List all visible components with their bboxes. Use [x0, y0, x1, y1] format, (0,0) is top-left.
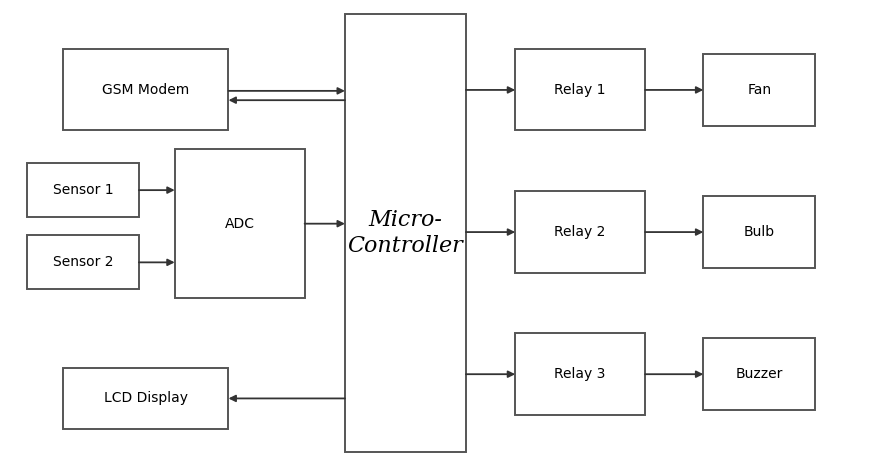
- Text: Fan: Fan: [747, 82, 771, 97]
- Text: Micro-
Controller: Micro- Controller: [348, 209, 463, 257]
- FancyBboxPatch shape: [345, 14, 466, 452]
- FancyBboxPatch shape: [515, 49, 645, 130]
- Text: Bulb: Bulb: [744, 225, 775, 239]
- Text: LCD Display: LCD Display: [104, 391, 187, 405]
- FancyBboxPatch shape: [703, 54, 815, 126]
- Text: Sensor 1: Sensor 1: [53, 183, 113, 197]
- Text: Relay 1: Relay 1: [555, 82, 606, 97]
- Text: Buzzer: Buzzer: [736, 367, 783, 381]
- FancyBboxPatch shape: [175, 149, 305, 298]
- Text: Relay 2: Relay 2: [555, 225, 606, 239]
- Text: GSM Modem: GSM Modem: [102, 82, 189, 97]
- FancyBboxPatch shape: [27, 163, 139, 217]
- FancyBboxPatch shape: [703, 196, 815, 268]
- FancyBboxPatch shape: [515, 333, 645, 415]
- Text: Relay 3: Relay 3: [555, 367, 606, 381]
- FancyBboxPatch shape: [63, 49, 228, 130]
- Text: ADC: ADC: [225, 217, 254, 231]
- FancyBboxPatch shape: [703, 338, 815, 410]
- Text: Sensor 2: Sensor 2: [53, 255, 113, 269]
- FancyBboxPatch shape: [63, 368, 228, 429]
- FancyBboxPatch shape: [515, 191, 645, 273]
- FancyBboxPatch shape: [27, 235, 139, 289]
